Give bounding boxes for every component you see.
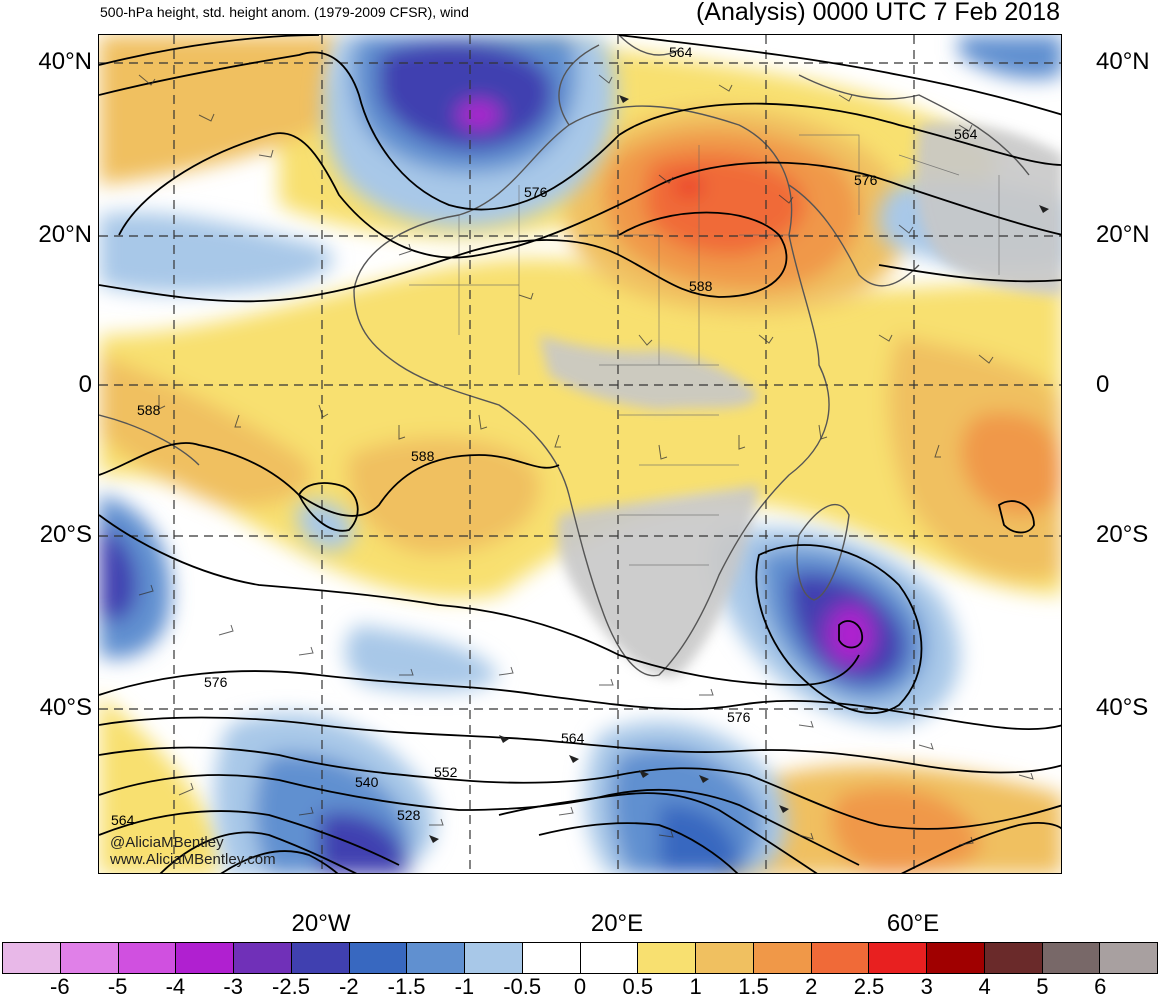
colorbar-swatch [696, 943, 754, 973]
colorbar-tick-label: 2 [805, 974, 818, 999]
colorbar-tick-label: -5 [107, 974, 128, 999]
lat-label-40n-left: 40°N [38, 48, 92, 75]
contour-label: 576 [854, 172, 878, 188]
lat-label-20n-left: 20°N [38, 221, 92, 248]
colorbar-tick-label: 5 [1036, 974, 1049, 999]
map-svg: 564 564 576 576 588 588 588 576 576 564 … [99, 35, 1061, 873]
lon-label-60e: 60°E [886, 910, 940, 937]
contour-label: 576 [204, 674, 228, 690]
lat-label-20s-left: 20°S [39, 521, 92, 548]
colorbar-tick-label: -6 [50, 974, 70, 999]
colorbar-tick-label: 4 [978, 974, 991, 999]
colorbar-tick-label: 1 [689, 974, 702, 999]
colorbar [2, 942, 1158, 974]
anomaly-shading-warm-core [565, 107, 908, 313]
colorbar-swatch [176, 943, 234, 973]
credit-handle: @AliciaMBentley [110, 834, 224, 851]
colorbar-tick-label: 0.5 [622, 974, 654, 999]
lon-label-20e: 20°E [590, 910, 644, 937]
colorbar-tick-label: 3 [920, 974, 933, 999]
colorbar-tick-label: 6 [1094, 974, 1107, 999]
land-shading [539, 122, 1061, 677]
height-contours [99, 35, 1061, 873]
map-panel[interactable]: 564 564 576 576 588 588 588 576 576 564 … [98, 34, 1062, 874]
colorbar-swatch [580, 943, 639, 973]
colorbar-tick-label: -0.5 [503, 974, 542, 999]
colorbar-tick-label: 1.5 [738, 974, 769, 999]
contour-label: 588 [411, 448, 435, 464]
colorbar-swatch [465, 943, 523, 973]
contour-label: 576 [727, 709, 751, 725]
credit-website: www.AliciaMBentley.com [110, 851, 276, 868]
contour-label: 588 [689, 278, 713, 294]
colorbar-swatch [349, 943, 408, 973]
colorbar-swatch [291, 943, 350, 973]
contour-label: 540 [355, 774, 379, 790]
colorbar-swatch [234, 943, 292, 973]
wind-barbs [138, 74, 1034, 846]
contour-label: 564 [954, 126, 978, 142]
colorbar-tick-label: -1.5 [387, 974, 426, 999]
contour-label-group: 564 564 576 576 588 588 588 576 576 564 … [111, 44, 978, 828]
lat-label-20s-right: 20°S [1096, 521, 1149, 548]
colorbar-swatch [522, 943, 581, 973]
contour-label: 552 [434, 764, 458, 780]
colorbar-swatch [869, 943, 927, 973]
colorbar-tick-label: -4 [165, 974, 186, 999]
contour-label: 588 [137, 402, 161, 418]
colorbar-tick-label: 0 [573, 974, 587, 999]
contour-label: 528 [397, 807, 421, 823]
lat-label-40n-right: 40°N [1096, 48, 1150, 75]
colorbar-swatch [118, 943, 177, 973]
lat-label-eq-right: 0 [1096, 371, 1110, 398]
contour-label: 564 [561, 730, 585, 746]
colorbar-tick-label: -3 [223, 974, 243, 999]
contour-label: 564 [669, 44, 693, 60]
colorbar-tick-label: -2.5 [272, 974, 310, 999]
lat-label-eq-left: 0 [78, 371, 92, 398]
colorbar-tick-label: 2.5 [853, 974, 885, 999]
colorbar-swatch [1042, 943, 1101, 973]
lat-label-20n-right: 20°N [1096, 221, 1150, 248]
map-subtitle: 500-hPa height, std. height anom. (1979-… [100, 4, 469, 20]
colorbar-swatch [1100, 943, 1157, 973]
colorbar-swatch [811, 943, 870, 973]
colorbar-tick-label: -2 [339, 974, 359, 999]
colorbar-swatch [638, 943, 696, 973]
contour-label: 564 [111, 812, 135, 828]
colorbar-swatch [60, 943, 119, 973]
colorbar-swatch [3, 943, 61, 973]
lat-label-40s-right: 40°S [1096, 694, 1149, 721]
colorbar-swatch [927, 943, 985, 973]
colorbar-tick-label: -1 [454, 974, 475, 999]
colorbar-swatch [984, 943, 1043, 973]
colorbar-swatch [753, 943, 812, 973]
contour-label: 576 [524, 184, 548, 200]
country-borders [409, 134, 1000, 566]
coastlines [99, 35, 1030, 677]
lat-label-40s-left: 40°S [39, 694, 92, 721]
colorbar-swatch [407, 943, 465, 973]
lon-label-20w: 20°W [291, 910, 351, 937]
map-title: (Analysis) 0000 UTC 7 Feb 2018 [695, 0, 1060, 26]
